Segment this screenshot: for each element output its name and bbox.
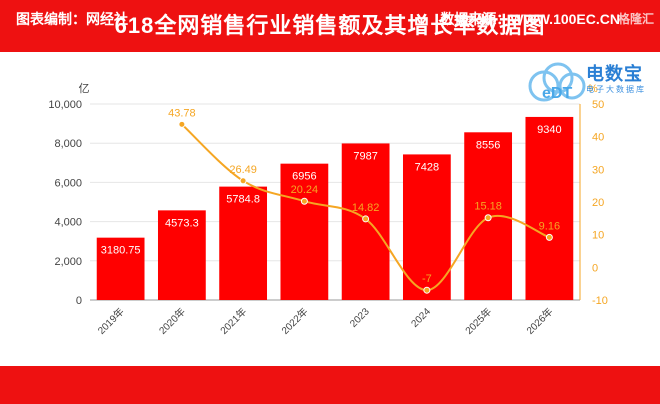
svg-text:eDT: eDT [542,85,572,102]
growth-value-label: 9.16 [539,220,560,232]
footer-bar [0,366,660,404]
y-right-tick-label: 30 [592,164,604,176]
y-left-unit: 亿 [79,82,90,95]
growth-point [300,197,308,205]
bar [280,163,329,300]
x-tick-label: 2023 [348,306,372,330]
logo-subtitle: 电子大数据库 [586,85,646,94]
y-right-tick-label: -10 [592,295,608,307]
footer-credit: 图表编制：网经社 [16,11,128,27]
bar-value-label: 7428 [415,161,439,173]
y-left-tick-label: 6,000 [54,177,82,189]
x-tick-label: 2020年 [156,305,188,337]
y-left-tick-label: 8,000 [54,138,82,150]
y-right-tick-label: 50 [592,99,604,111]
x-tick-label: 2024 [409,306,433,330]
y-right-unit: % [588,83,598,95]
bar [157,210,206,300]
bar-value-label: 3180.75 [101,245,141,257]
y-right-tick-label: 20 [592,197,604,209]
y-right-tick-label: 0 [592,262,598,274]
bar [402,154,451,300]
y-left-tick-label: 4,000 [54,217,82,229]
bar-value-label: 9340 [537,124,561,136]
x-tick-label: 2022年 [278,305,310,337]
growth-value-label: 26.49 [229,164,257,176]
growth-point [484,214,492,222]
growth-point [362,215,370,223]
watermark: 格隆汇 [617,12,654,26]
y-right-tick-label: 40 [592,132,604,144]
growth-value-label: 43.78 [168,107,196,119]
growth-point [178,120,186,128]
growth-point [545,233,553,241]
growth-value-label: 15.18 [474,201,502,213]
bar [219,186,268,300]
cloud-logo-icon: eDT [528,62,586,102]
x-tick-label: 2021年 [217,305,249,337]
growth-value-label: 14.82 [352,202,380,214]
footer-source: 数据来源：WWW.100EC.CN [440,11,620,27]
bar [525,116,574,300]
bar-value-label: 7987 [353,150,377,162]
x-tick-label: 2026年 [523,305,555,337]
y-right-tick-label: 10 [592,230,604,242]
chart-title: 618全网销售行业销售额及其增长率数据图 [114,13,546,38]
growth-value-label: 20.24 [291,184,319,196]
title-bar [0,0,660,52]
bar [96,237,145,300]
growth-point [423,286,431,294]
bar-value-label: 4573.3 [165,217,199,229]
y-left-tick-label: 0 [76,295,82,307]
bar-value-label: 8556 [476,139,500,151]
y-left-tick-label: 10,000 [48,99,82,111]
bar-value-label: 6956 [292,171,316,183]
logo-name: 电数宝 [586,64,643,84]
x-tick-label: 2019年 [95,305,127,337]
x-tick-label: 2025年 [462,305,494,337]
growth-value-label: -7 [422,273,432,285]
growth-point [239,177,247,185]
bar-value-label: 5784.8 [226,194,260,206]
y-left-tick-label: 2,000 [54,256,82,268]
